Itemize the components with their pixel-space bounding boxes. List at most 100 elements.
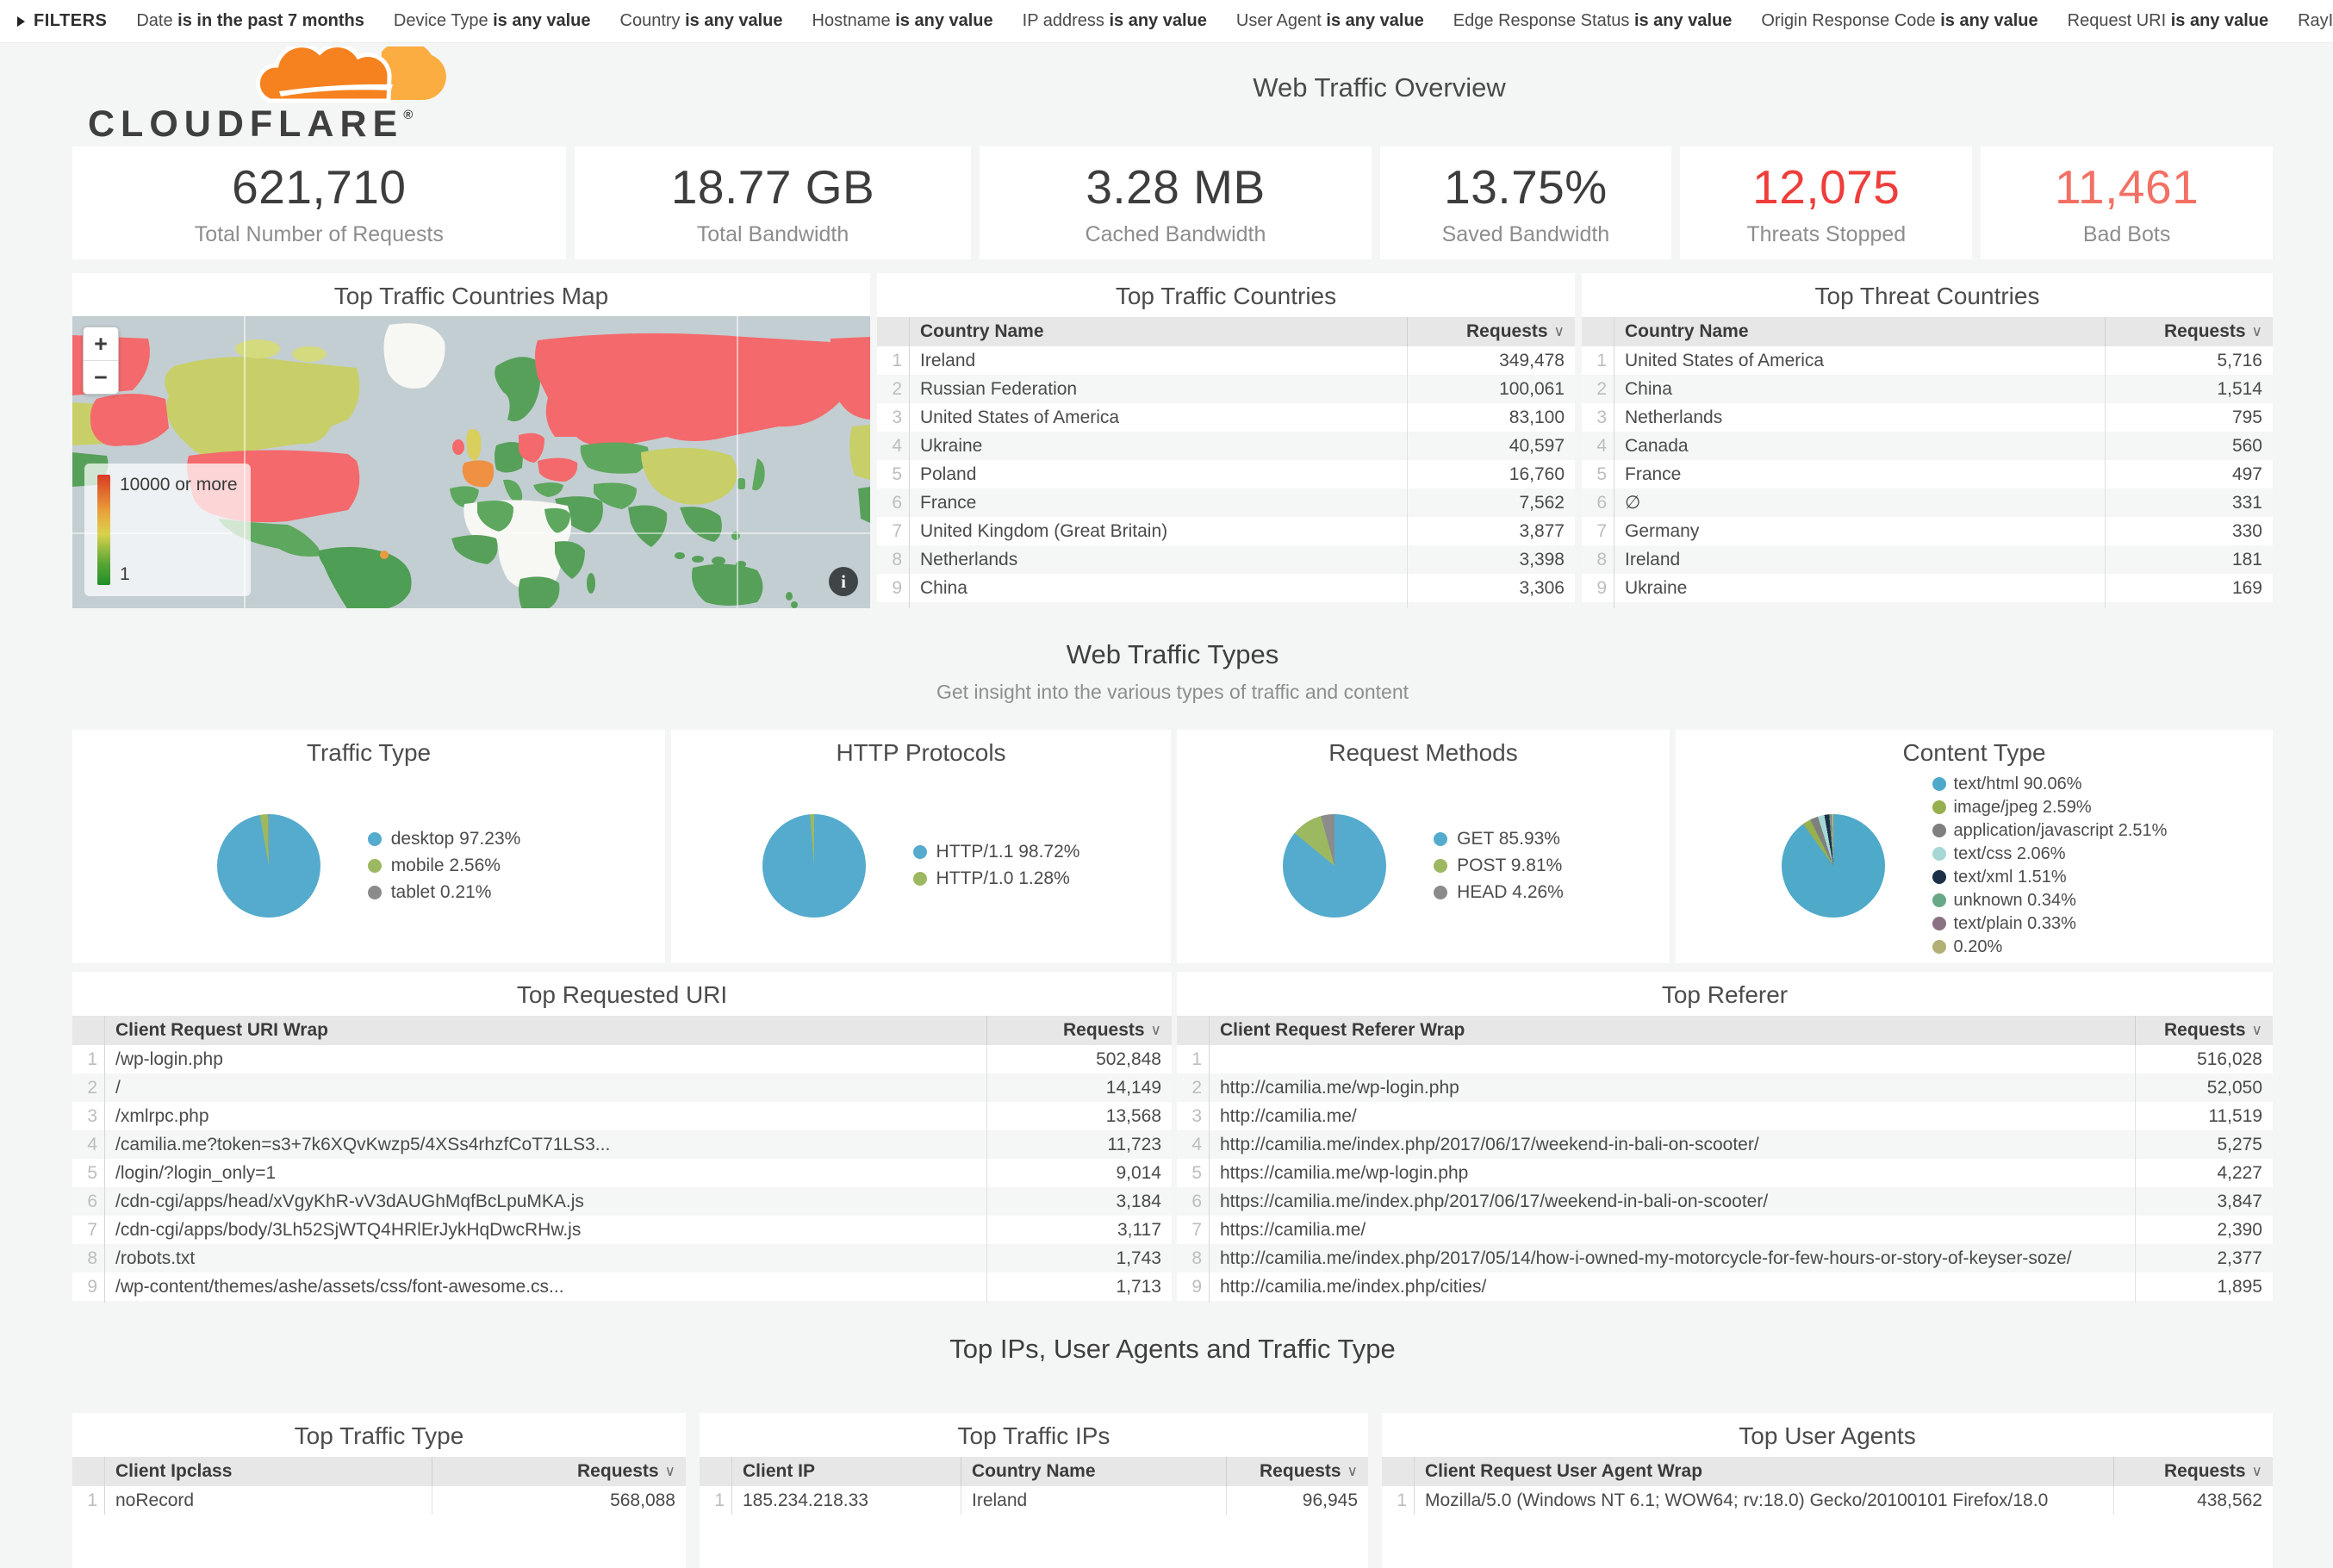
table-row[interactable]: 10http://camilia.me/index.php/about/1,47… [1177,1301,2273,1303]
table-row[interactable]: 9/wp-content/themes/ashe/assets/css/font… [72,1272,1172,1301]
table-row[interactable]: 6 https://camilia.me/index.php/2017/06/17… [1177,1187,2273,1216]
filter-chip[interactable]: Request URI is any value [2068,11,2268,31]
table-row[interactable]: 1 Mozilla/5.0 (Windows NT 6.1; WOW64; rv:… [1382,1486,2273,1515]
table-row[interactable]: 10Canada3,215 [877,602,1575,608]
table-row[interactable]: 2 / 14,149 [72,1073,1172,1102]
column-header[interactable]: Requests ∨ [432,1457,686,1486]
table-cell: China [1625,378,1672,399]
map-zoom-out-button[interactable]: − [94,364,108,390]
row-number: 10 [877,602,910,608]
top-requested-uri-table: Client Request URI Wrap Requests ∨ 1/wp-log… [72,1016,1172,1303]
table-row[interactable]: 7 https://camilia.me/2,390 [1177,1216,2273,1244]
table-row[interactable]: 8 Ireland 181 [1582,545,2273,574]
http-protocols-pie-chart[interactable] [762,813,866,918]
table-row[interactable]: 4 Ukraine 40,597 [877,432,1575,460]
table-row[interactable]: 3 United States of America 83,100 [877,403,1575,432]
legend-item: text/css 2.06% [1932,844,2168,864]
row-number: 4 [877,432,910,460]
column-header: Client Request User Agent Wrap [1425,1461,1703,1481]
column-header[interactable]: Requests ∨ [986,1016,1172,1045]
table-row[interactable]: 5 Poland 16,760 [877,460,1575,488]
filter-chip[interactable]: Origin Response Code is any value [1761,11,2037,31]
table-row[interactable]: 4 http://camilia.me/index.php/2017/06/17/… [1177,1130,2273,1159]
legend-dot-icon [912,872,927,886]
table-row[interactable]: 1 Ireland 349,478 [877,346,1575,375]
content-type-pie-chart[interactable] [1781,813,1885,918]
column-header[interactable]: Requests ∨ [2135,1016,2273,1045]
table-row[interactable]: 4 Canada 560 [1582,432,2273,460]
table-row[interactable]: 9 Ukraine 169 [1582,574,2273,602]
table-row[interactable]: 3 Netherlands 795 [1582,403,2273,432]
table-row[interactable]: 6 ∅ 331 [1582,488,2273,517]
table-row[interactable]: 2 Russian Federation 100,061 [877,375,1575,403]
row-number: 1 [1382,1486,1415,1515]
filter-chip[interactable]: RayID is any value [2298,11,2333,31]
filter-chip[interactable]: Device Type is any value [394,11,591,31]
legend-item: HTTP/1.1 98.72% [912,842,1079,862]
world-choropleth-map[interactable]: + − 10000 or more 1 i [72,316,870,608]
table-row[interactable]: 6/cdn-cgi/apps/head/xVgyKhR-vV3dAUGhMqfB… [72,1187,1172,1216]
legend-dot-icon [1932,870,1946,884]
map-zoom-in-button[interactable]: + [84,327,118,361]
table-row[interactable]: 5 https://camilia.me/wp-login.php 4,227 [1177,1159,2273,1187]
column-header[interactable]: Requests ∨ [2113,1457,2273,1486]
column-header[interactable]: Requests ∨ [1407,317,1575,346]
table-cell: 330 [2105,517,2273,545]
table-row[interactable]: 1 516,028 [1177,1045,2273,1073]
filter-chip[interactable]: Country is any value [620,11,783,31]
column-header: Client Request URI Wrap [115,1020,328,1040]
top-traffic-type-table: Client Ipclass Requests ∨ 1 noRecord 568,088 [72,1457,686,1515]
table-row[interactable]: 8 Netherlands 3,398 [877,545,1575,574]
table-row[interactable]: 8 http://camilia.me/index.php/2017/05/14/… [1177,1244,2273,1272]
table-row[interactable]: 10/wp-content/themes/ashe/style.css?ver=… [72,1301,1172,1303]
filter-chip[interactable]: User Agent is any value [1236,11,1424,31]
table-cell: 3,847 [2135,1187,2273,1216]
traffic-type-pie-chart[interactable] [216,813,320,918]
legend-label: tablet 0.21% [390,881,492,902]
table-row[interactable]: 1 United States of America 5,716 [1582,346,2273,375]
table-row[interactable]: 9 China 3,306 [877,574,1575,602]
legend-dot-icon [912,845,927,859]
table-row[interactable]: 8/robots.txt 1,743 [72,1244,1172,1272]
table-cell: /xmlrpc.php [115,1105,209,1126]
map-info-button[interactable]: i [829,567,858,596]
map-legend-max: 10000 or more [120,475,238,495]
legend-item: unknown 0.34% [1932,891,2168,911]
table-cell: 331 [2105,488,2273,517]
table-row[interactable]: 2 http://camilia.me/wp-login.php 52,050 [1177,1073,2273,1102]
table-row[interactable]: 6 France 7,562 [877,488,1575,517]
filter-chip[interactable]: Date is in the past 7 months [136,11,364,31]
request-methods-pie-chart[interactable] [1283,813,1387,918]
table-row[interactable]: 10Singapore150 [1582,602,2273,608]
sort-desc-icon: ∨ [1553,323,1565,339]
table-row[interactable]: 5 France 497 [1582,460,2273,488]
column-header[interactable]: Requests ∨ [2105,317,2273,346]
table-row[interactable]: 4/camilia.me?token=s3+7k6XQvKwzp5/4XSs4r… [72,1130,1172,1159]
table-cell: 4,227 [2135,1159,2273,1187]
table-row[interactable]: 9 http://camilia.me/index.php/cities/1,89… [1177,1272,2273,1301]
table-row[interactable]: 1 noRecord 568,088 [72,1486,686,1515]
table-row[interactable]: 2 China 1,514 [1582,375,2273,403]
row-number: 4 [1582,432,1614,460]
column-header[interactable]: Requests ∨ [1226,1457,1368,1486]
http-protocols-panel: HTTP Protocols HTTP/1.1 98.72% HTTP/1.0 1… [671,730,1171,963]
table-header-row: Country Name Requests ∨ [877,317,1575,346]
filter-chip[interactable]: Hostname is any value [812,11,993,31]
table-row[interactable]: 7 United Kingdom (Great Britain) 3,877 [877,517,1575,545]
row-number: 2 [72,1073,105,1102]
table-cell: http://camilia.me/index.php/cities/ [1220,1276,1487,1297]
table-row[interactable]: 1/wp-login.php 502,848 [72,1045,1172,1073]
table-cell: Canada [910,602,1407,609]
table-row[interactable]: 1 185.234.218.33 Ireland 96,945 [700,1486,1368,1515]
table-row[interactable]: 7 Germany 330 [1582,517,2273,545]
table-row[interactable]: 5/login/?login_only=1 9,014 [72,1159,1172,1187]
table-row[interactable]: 3 http://camilia.me/11,519 [1177,1102,2273,1130]
kpi-card: 621,710 Total Number of Requests [72,146,566,259]
filter-chip[interactable]: Edge Response Status is any value [1453,11,1733,31]
table-cell: /robots.txt [115,1248,196,1268]
table-row[interactable]: 7/cdn-cgi/apps/body/3Lh52SjWTQ4HRlErJykH… [72,1216,1172,1244]
table-row[interactable]: 3/xmlrpc.php 13,568 [72,1102,1172,1130]
filter-chip[interactable]: IP address is any value [1023,11,1207,31]
filters-toggle[interactable]: FILTERS [17,11,107,31]
map-legend-gradient [97,475,110,585]
